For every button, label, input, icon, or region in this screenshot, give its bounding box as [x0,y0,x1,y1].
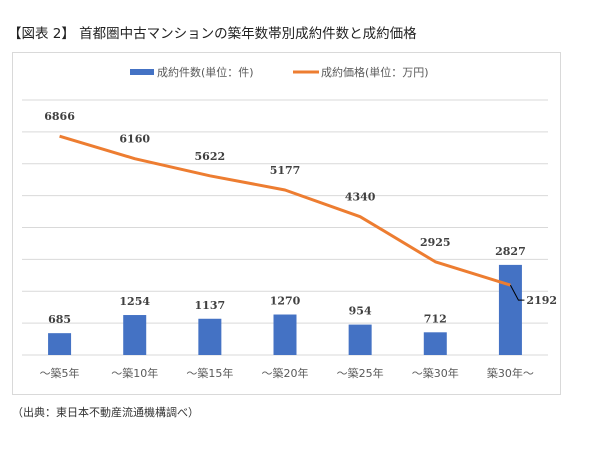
bar-data-label: 1254 [119,295,150,308]
bar [123,315,147,355]
bar-data-label: 954 [349,305,372,318]
source-note: （出典：東日本不動産流通機構調べ） [12,406,199,419]
x-tick-label: ～築10年 [111,366,158,380]
x-tick-label: ～築5年 [40,366,80,380]
price-line [59,134,511,287]
figure-title: 【図表 2】 首都圏中古マンションの築年数帯別成約件数と成約価格 [8,26,417,42]
chart-frame [12,52,561,395]
bar [198,318,222,355]
x-tick-label: ～築25年 [337,366,384,380]
bar-data-label: 1137 [195,299,226,312]
bar-data-label: 1270 [270,295,301,308]
legend-label-bar: 成約件数(単位：件) [157,65,254,79]
x-tick-label: 築30年～ [487,366,534,380]
bar [498,264,522,355]
line-data-label: 2192 [526,294,557,307]
leader-line [509,284,525,301]
bar [48,333,72,355]
legend-swatch-bar [130,69,154,75]
bar-data-label: 2827 [495,245,526,258]
bar-data-label: 685 [48,313,71,326]
line-data-label: 6866 [44,110,75,123]
x-tick-label: ～築15年 [186,366,233,380]
legend-label-line: 成約価格(単位：万円) [321,65,429,79]
line-data-label: 2925 [420,236,451,249]
bar [273,314,297,355]
line-data-label: 4340 [345,191,376,204]
bar-data-label: 712 [424,312,447,325]
bar [423,332,447,355]
line-data-label: 5622 [195,150,226,163]
x-tick-label: ～築20年 [262,366,309,380]
bar [348,324,372,355]
x-tick-label: ～築30年 [412,366,459,380]
line-data-label: 6160 [119,133,150,146]
line-data-label: 5177 [270,164,301,177]
